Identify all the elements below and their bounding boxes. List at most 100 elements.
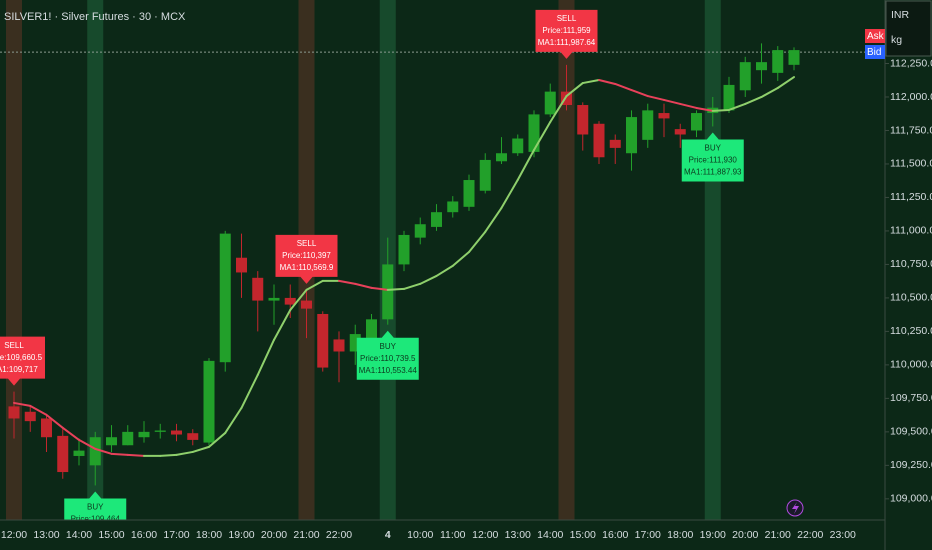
signal-box	[275, 234, 338, 284]
candle-body	[187, 433, 199, 440]
signal-box	[535, 9, 598, 59]
signal-price: Price:109,464	[71, 515, 121, 524]
candle-body	[577, 105, 589, 135]
x-tick-label: 11:00	[440, 529, 466, 541]
candle-body	[756, 62, 767, 71]
ma-line	[598, 78, 617, 85]
candle-body	[512, 138, 524, 154]
x-tick-label: 21:00	[293, 529, 319, 541]
y-tick-label: 109,000.00	[890, 493, 932, 505]
signal-label: SELL Price:110,397 MA1:110,569.9	[275, 234, 338, 284]
candle-body	[284, 297, 296, 305]
candle-body	[674, 129, 686, 135]
signal-price: Price:110,397	[282, 251, 331, 260]
x-tick-label: 15:00	[570, 529, 596, 541]
candle-body	[236, 257, 247, 273]
alert-icon-bolt	[792, 502, 799, 514]
x-tick-label: 17:00	[635, 529, 661, 541]
candle-body	[788, 50, 800, 65]
ma-line	[646, 95, 665, 101]
x-tick-label: 21:00	[765, 529, 791, 541]
y-tick-label: 109,500.00	[890, 426, 932, 438]
candle-body	[463, 180, 475, 207]
y-tick-label: 109,750.00	[890, 392, 932, 404]
ma-line	[386, 287, 405, 291]
x-tick-label: 12:00	[472, 529, 498, 541]
candle-body	[772, 50, 784, 73]
signal-box	[681, 132, 744, 182]
unit-box	[885, 0, 932, 57]
signal-ma: MA1:110,553.44	[359, 366, 418, 375]
x-tick-label: 15:00	[98, 529, 124, 541]
signal-label: BUY Price:111,930 MA1:111,887.93	[681, 132, 744, 182]
ma-line	[744, 95, 763, 105]
candle-body	[642, 110, 654, 140]
ma-line	[61, 426, 80, 441]
ma-line	[581, 78, 600, 85]
ma-line	[78, 438, 97, 450]
ma-line	[533, 121, 552, 152]
candle-body	[382, 264, 394, 320]
x-tick-label: 20:00	[732, 529, 758, 541]
ma-line	[403, 282, 422, 290]
ma-line	[208, 431, 227, 448]
signal-ma: MA1:111,887.93	[684, 168, 742, 177]
ma-line	[435, 264, 454, 277]
signal-side: SELL	[4, 341, 24, 350]
unit: kg	[891, 34, 902, 46]
y-tick-label: 110,000.00	[890, 359, 932, 371]
y-tick-label: 112,000.00	[890, 91, 932, 103]
signal-box	[0, 336, 45, 386]
ask-label: Ask	[867, 31, 885, 42]
candle-body	[122, 431, 134, 446]
ma-line	[256, 338, 275, 376]
candle-body	[333, 339, 345, 352]
signal-price: Price:111,959	[542, 26, 591, 35]
candle-body	[609, 139, 621, 148]
signal-ma: MA1:109,717	[0, 365, 38, 374]
signal-box	[356, 330, 419, 380]
x-tick-label: 13:00	[505, 529, 531, 541]
candle-body	[723, 84, 735, 111]
ma-line	[728, 102, 747, 111]
x-tick-label: 17:00	[163, 529, 189, 541]
ma-line	[711, 108, 730, 112]
x-tick-label: 22:00	[797, 529, 823, 541]
candle-body	[447, 201, 459, 213]
ma-line	[468, 230, 487, 253]
ma-line	[451, 250, 470, 267]
ma-line	[419, 274, 438, 285]
ma-line	[695, 106, 714, 112]
y-tick-label: 109,250.00	[890, 459, 932, 471]
candle-body	[268, 297, 280, 301]
ma-line	[549, 95, 568, 124]
candle-body	[658, 113, 670, 119]
candle-body	[106, 437, 117, 446]
ma-line	[126, 453, 145, 457]
y-tick-label: 110,750.00	[890, 258, 932, 270]
ma-line	[760, 87, 779, 98]
y-tick-label: 110,500.00	[890, 292, 932, 304]
candle-body	[561, 91, 572, 106]
candle-body	[431, 212, 442, 227]
ma-line	[663, 98, 682, 105]
signal-price: Price:111,930	[689, 156, 738, 165]
bid-label: Bid	[867, 47, 881, 58]
candle-body	[57, 435, 69, 473]
x-tick-label: 14:00	[537, 529, 563, 541]
x-tick-label: 4	[385, 529, 391, 541]
signal-label: SELL Price:111,959 MA1:111,987.64	[535, 9, 598, 59]
x-tick-label: 10:00	[407, 529, 433, 541]
candle-body	[739, 62, 751, 91]
candle-body	[89, 437, 101, 466]
signal-label: BUY Price:109,464	[64, 491, 127, 524]
ma-line	[45, 413, 64, 429]
ma-line	[13, 401, 32, 407]
plot-area: SELL Price:109,660.5 MA1:109,717 BUY Price:1…	[0, 0, 885, 524]
ma-line	[240, 373, 259, 409]
candle-body	[544, 91, 556, 115]
candle-body	[154, 430, 166, 432]
candle-body	[366, 319, 377, 352]
ma-line	[289, 288, 308, 311]
